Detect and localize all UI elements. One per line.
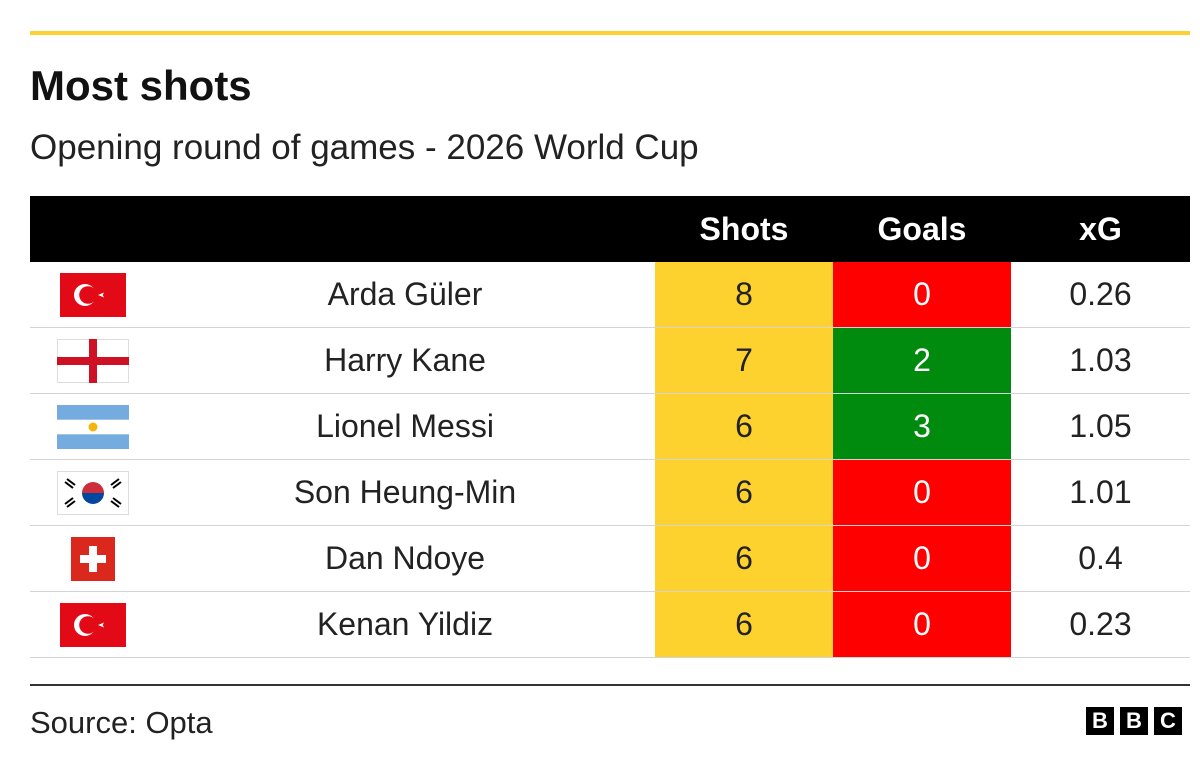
flag [30, 592, 155, 657]
table-row: Son Heung-Min 6 0 1.01 [30, 460, 1190, 526]
logo-letter: B [1086, 707, 1114, 735]
table-row: Kenan Yildiz 6 0 0.23 [30, 592, 1190, 658]
xg: 1.01 [1069, 474, 1132, 510]
xg: 0.23 [1069, 606, 1132, 642]
player: Arda Güler [327, 276, 483, 312]
player: Son Heung-Min [293, 474, 517, 510]
logo: B B C [1086, 707, 1182, 735]
flag [30, 460, 155, 525]
player: Harry Kane [324, 342, 486, 378]
table: Shots Goals xG Arda Güler 8 0 0.26 Harry… [30, 196, 1190, 658]
shots: 6 [655, 592, 833, 657]
flag-turkey [59, 602, 126, 647]
accent-line [30, 31, 1190, 35]
subtitle: Opening round of games - 2026 World Cup [30, 128, 699, 167]
goals: 0 [833, 460, 1011, 525]
source: Source: Opta [30, 705, 213, 740]
xg: 0.26 [1069, 276, 1132, 312]
goals: 0 [833, 592, 1011, 657]
table-row: Lionel Messi 6 3 1.05 [30, 394, 1190, 460]
column-header: xG [1079, 210, 1122, 247]
xg: 1.03 [1069, 342, 1132, 378]
column-header: Goals [877, 210, 967, 247]
flag [30, 328, 155, 393]
xg: 0.4 [1078, 540, 1123, 576]
table-row: Dan Ndoye 6 0 0.4 [30, 526, 1190, 592]
goals: 2 [833, 328, 1011, 393]
logo-letter: C [1154, 707, 1182, 735]
shots: 6 [655, 394, 833, 459]
goals: 0 [833, 262, 1011, 327]
flag [30, 526, 155, 591]
flag-switzerland [70, 536, 115, 581]
goals: 0 [833, 526, 1011, 591]
footer-line [30, 684, 1190, 686]
flag-argentina [56, 404, 129, 449]
shots: 6 [655, 460, 833, 525]
flag-england [56, 338, 129, 383]
flag [30, 262, 155, 327]
shots: 6 [655, 526, 833, 591]
flag-turkey [59, 272, 126, 317]
player: Lionel Messi [316, 408, 494, 444]
flag-korea [56, 470, 129, 515]
shots: 7 [655, 328, 833, 393]
column-header: Shots [699, 210, 789, 247]
player: Dan Ndoye [324, 540, 486, 576]
logo-letter: B [1120, 707, 1148, 735]
table-row: Arda Güler 8 0 0.26 [30, 262, 1190, 328]
flag [30, 394, 155, 459]
shots: 8 [655, 262, 833, 327]
player: Kenan Yildiz [316, 606, 494, 642]
table-row: Harry Kane 7 2 1.03 [30, 328, 1190, 394]
goals: 3 [833, 394, 1011, 459]
table-header: Shots Goals xG [30, 196, 1190, 262]
title: Most shots [30, 62, 252, 109]
xg: 1.05 [1069, 408, 1132, 444]
